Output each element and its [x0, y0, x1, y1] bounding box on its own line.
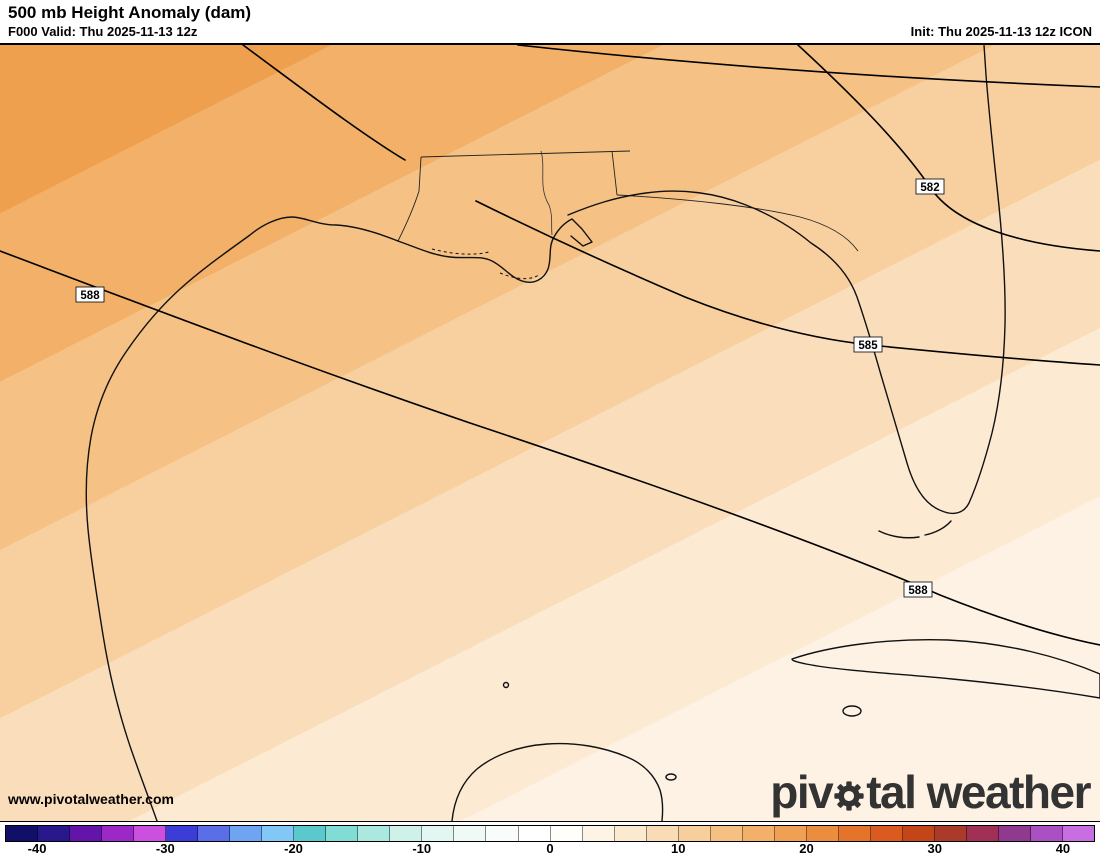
colorbar-cells	[5, 825, 1095, 842]
contour-588-line	[0, 250, 1100, 646]
svg-text:588: 588	[908, 585, 928, 597]
watermark-url: www.pivotalweather.com	[8, 791, 174, 807]
valid-time-label: F000 Valid: Thu 2025-11-13 12z	[8, 24, 198, 39]
coastline-yucatan	[451, 742, 664, 821]
svg-text:585: 585	[858, 340, 878, 352]
coastline-louisiana-delta	[397, 218, 593, 283]
init-time-label: Init: Thu 2025-11-13 12z ICON	[910, 24, 1092, 39]
contour-label-588-west: 588	[75, 286, 105, 303]
mississippi-river	[540, 150, 553, 236]
logo-text-tal-weather: tal weather	[866, 766, 1091, 818]
cozumel-island	[665, 773, 677, 781]
weather-map: 588 582 585 588 www.pivotalweather.com p…	[0, 45, 1100, 822]
small-island	[502, 681, 510, 689]
colorbar-ticks: -40 -30 -20 -10 0 10 20 30 40	[27, 841, 1071, 856]
map-header: 500 mb Height Anomaly (dam) F000 Valid: …	[0, 0, 1100, 45]
state-border-fl-ga	[616, 194, 859, 252]
svg-text:588: 588	[80, 290, 100, 302]
coastline-florida-keys	[878, 520, 952, 539]
gear-icon	[834, 772, 864, 818]
contour-label-582: 582	[915, 178, 945, 195]
logo-text-piv: piv	[770, 766, 833, 818]
colorbar: -40 -30 -20 -10 0 10 20 30 40	[0, 822, 1100, 856]
state-border-tx-la	[397, 156, 422, 242]
isle-of-youth	[842, 705, 862, 717]
coastline-cuba	[791, 639, 1100, 699]
pivotal-weather-logo: piv tal weather	[770, 766, 1091, 818]
anomaly-shading	[0, 45, 1100, 821]
page-title: 500 mb Height Anomaly (dam)	[8, 3, 252, 22]
map-canvas: 588 582 585 588	[0, 45, 1100, 821]
contour-label-585: 585	[853, 336, 883, 353]
contour-label-588-east: 588	[903, 581, 933, 598]
state-border-la-north	[420, 150, 631, 158]
coastline-texas-mexico	[85, 216, 399, 821]
contour-topleft-line	[242, 45, 406, 161]
svg-text:582: 582	[920, 182, 939, 194]
coastline-gulf-east-florida	[567, 45, 1006, 515]
coastline-marsh-dashed	[431, 248, 540, 280]
contour-top-line	[517, 45, 1100, 88]
state-border-ms-al	[611, 150, 618, 196]
contour-585-line	[475, 200, 1100, 366]
